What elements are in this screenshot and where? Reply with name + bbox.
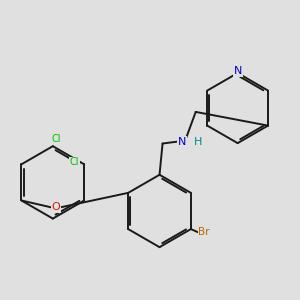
Text: H: H <box>194 137 202 147</box>
Text: N: N <box>178 136 187 147</box>
Text: Br: Br <box>199 227 210 237</box>
Text: Cl: Cl <box>51 134 61 144</box>
Text: Cl: Cl <box>70 158 80 167</box>
Text: N: N <box>233 66 242 76</box>
Text: O: O <box>51 202 60 212</box>
